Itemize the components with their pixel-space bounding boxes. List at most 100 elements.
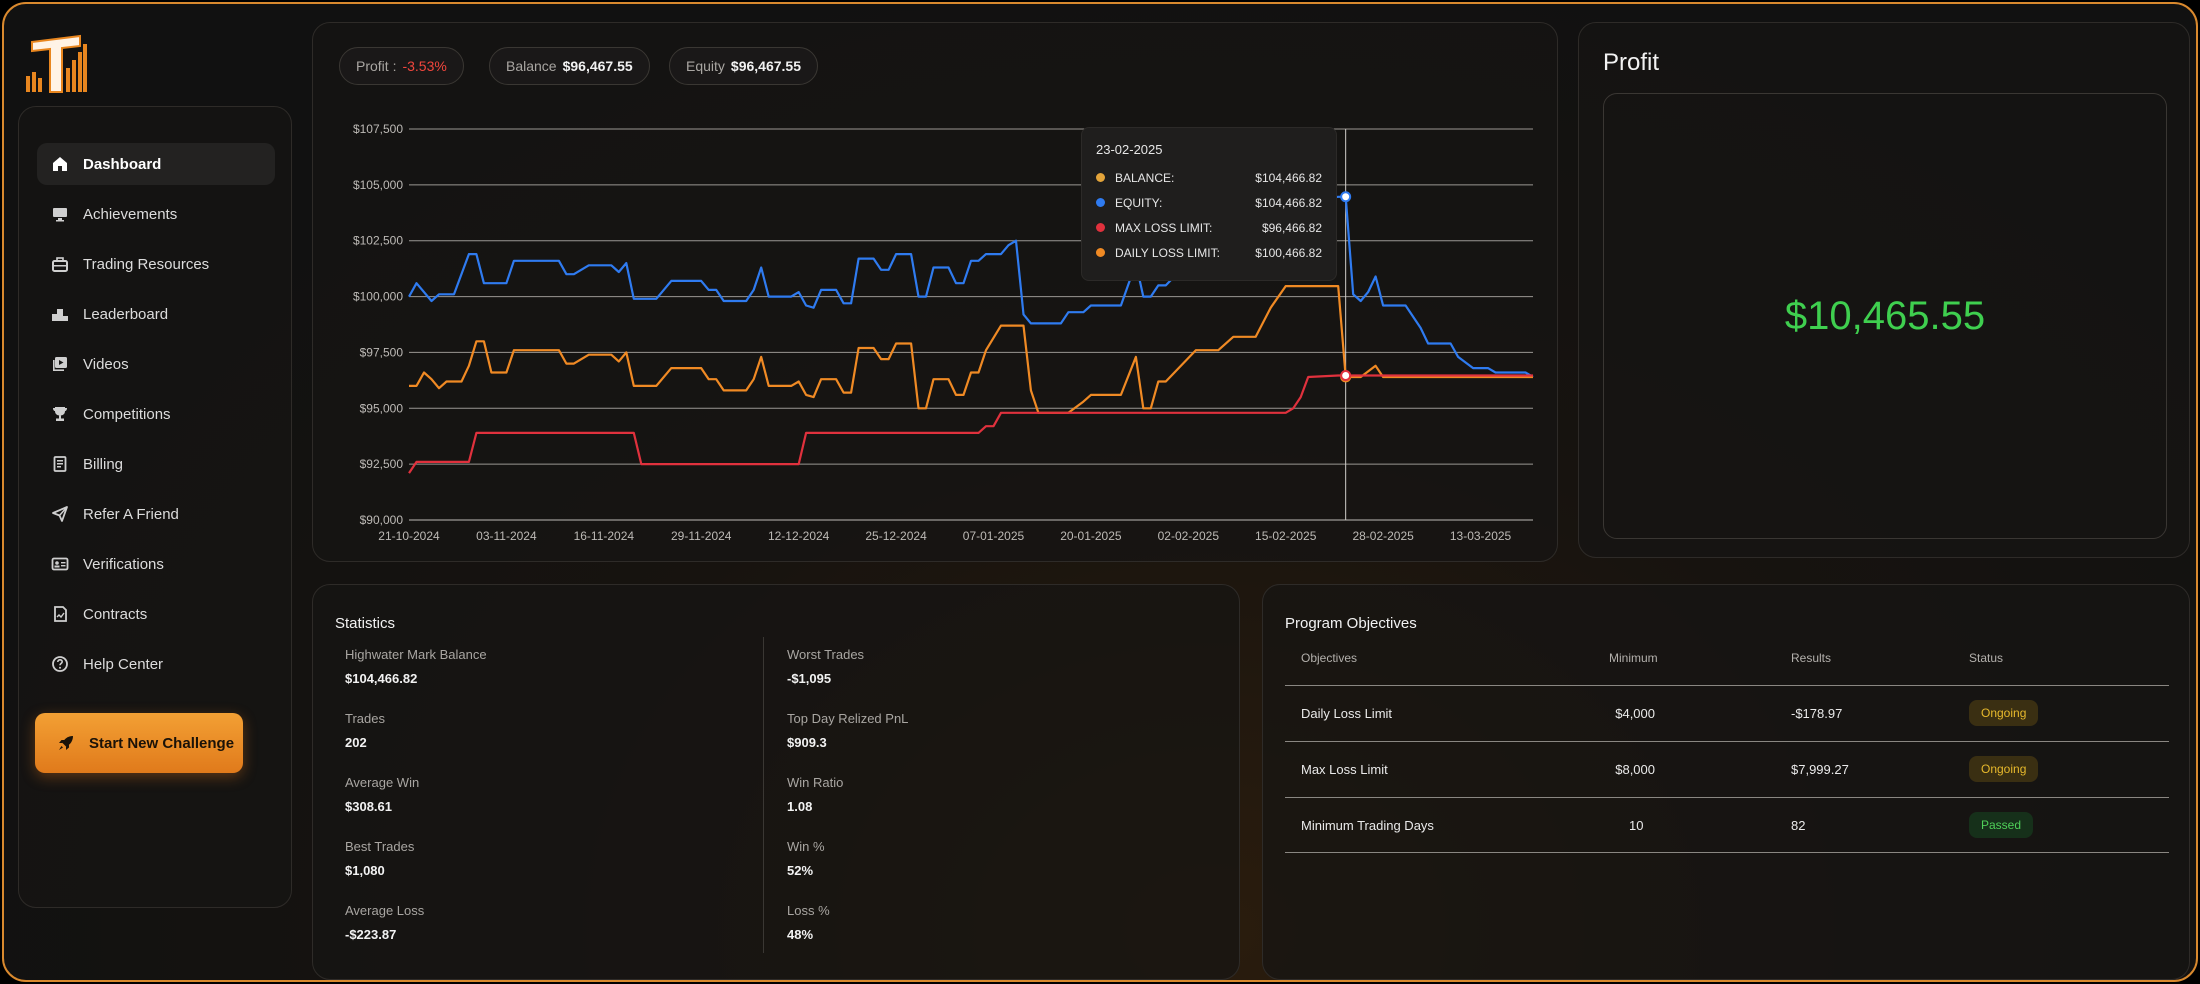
sidebar-item-label: Competitions bbox=[83, 405, 171, 423]
sidebar-item-help-center[interactable]: Help Center bbox=[37, 643, 275, 685]
sidebar-item-label: Leaderboard bbox=[83, 305, 169, 323]
table-row: Minimum Trading Days 10 82 Passed bbox=[1285, 797, 2169, 853]
table-row: Daily Loss Limit $4,000 -$178.97 Ongoing bbox=[1285, 685, 2169, 741]
y-tick-label: $102,500 bbox=[353, 234, 403, 248]
sidebar-item-videos[interactable]: Videos bbox=[37, 343, 275, 385]
y-tick-label: $107,500 bbox=[353, 122, 403, 136]
objective-minimum: $8,000 bbox=[1615, 762, 1655, 777]
stat-top-day-pnl: Top Day Relized PnL $909.3 bbox=[787, 711, 908, 750]
sidebar-item-refer-a-friend[interactable]: Refer A Friend bbox=[37, 493, 275, 535]
help-icon bbox=[52, 656, 68, 672]
stat-label: Average Win bbox=[345, 775, 420, 790]
status-badge: Passed bbox=[1969, 812, 2034, 838]
balance-pill-label: Balance bbox=[506, 58, 557, 74]
stat-value: -$1,095 bbox=[787, 671, 832, 686]
sidebar: Dashboard Achievements Trading Resources… bbox=[18, 106, 292, 908]
objectives-header-minimum: Minimum bbox=[1609, 651, 1658, 665]
sidebar-item-achievements[interactable]: Achievements bbox=[37, 193, 275, 235]
stat-highwater-mark: Highwater Mark Balance $104,466.82 bbox=[345, 647, 487, 686]
monitor-icon bbox=[53, 208, 67, 222]
tooltip-row-max-loss: MAX LOSS LIMIT: $96,466.82 bbox=[1096, 215, 1322, 240]
sidebar-item-label: Videos bbox=[83, 355, 129, 373]
x-tick-label: 15-02-2025 bbox=[1255, 529, 1317, 543]
tooltip-row-daily-loss: DAILY LOSS LIMIT: $100,466.82 bbox=[1096, 240, 1322, 265]
objective-name: Minimum Trading Days bbox=[1301, 818, 1434, 833]
stat-value: 52% bbox=[787, 863, 814, 878]
objective-result: -$178.97 bbox=[1791, 706, 1843, 721]
sidebar-item-label: Achievements bbox=[83, 205, 178, 223]
stat-value: 202 bbox=[345, 735, 367, 750]
balance-chart-card: $90,000 $92,500 $95,000 $97,500 $100,000 $102… bbox=[312, 22, 1558, 562]
stat-value: $308.61 bbox=[345, 799, 392, 814]
stat-label: Trades bbox=[345, 711, 385, 726]
send-icon bbox=[52, 506, 68, 522]
max-loss-dot bbox=[1096, 223, 1105, 232]
balance-pill-value: $96,467.55 bbox=[562, 58, 633, 74]
status-badge: Ongoing bbox=[1969, 756, 2039, 782]
tooltip-row-equity: EQUITY: $104,466.82 bbox=[1096, 190, 1322, 215]
stat-average-win: Average Win $308.61 bbox=[345, 775, 419, 814]
cta-label: Start New Challenge bbox=[89, 734, 235, 752]
sidebar-item-dashboard[interactable]: Dashboard bbox=[37, 143, 275, 185]
briefcase-icon bbox=[52, 257, 68, 272]
statistics-card: Statistics Highwater Mark Balance $104,4… bbox=[312, 584, 1240, 980]
stat-label: Best Trades bbox=[345, 839, 415, 854]
home-icon bbox=[53, 157, 67, 171]
equity-pill-label: Equity bbox=[686, 58, 725, 74]
objectives-header-results: Results bbox=[1791, 651, 1832, 665]
objective-name: Max Loss Limit bbox=[1301, 762, 1388, 777]
sidebar-item-label: Verifications bbox=[83, 555, 164, 573]
tooltip-value: $104,466.82 bbox=[1255, 170, 1322, 185]
x-tick-label: 20-01-2025 bbox=[1060, 529, 1122, 543]
stat-label: Win % bbox=[787, 839, 825, 854]
sidebar-item-contracts[interactable]: Contracts bbox=[37, 593, 275, 635]
stat-average-loss: Average Loss -$223.87 bbox=[345, 903, 424, 942]
program-objectives-card: Program Objectives Objectives Minimum Re… bbox=[1262, 584, 2190, 980]
x-tick-label: 07-01-2025 bbox=[963, 529, 1025, 543]
tooltip-label: DAILY LOSS LIMIT: bbox=[1115, 245, 1220, 260]
sidebar-item-trading-resources[interactable]: Trading Resources bbox=[37, 243, 275, 285]
sidebar-item-label: Dashboard bbox=[83, 155, 162, 173]
id-card-icon bbox=[51, 557, 69, 571]
profit-pill-value: -3.53% bbox=[402, 58, 447, 74]
y-tick-label: $105,000 bbox=[353, 178, 403, 192]
stat-label: Worst Trades bbox=[787, 647, 865, 662]
trophy-icon bbox=[53, 407, 67, 421]
sidebar-item-billing[interactable]: Billing bbox=[37, 443, 275, 485]
sidebar-item-label: Billing bbox=[83, 455, 124, 473]
trading-logo[interactable] bbox=[24, 32, 88, 94]
stat-value: $104,466.82 bbox=[345, 671, 418, 686]
stat-value: -$223.87 bbox=[345, 927, 397, 942]
y-tick-label: $97,500 bbox=[360, 345, 404, 359]
sidebar-item-competitions[interactable]: Competitions bbox=[37, 393, 275, 435]
start-new-challenge-button[interactable]: Start New Challenge bbox=[35, 713, 243, 773]
profit-pill: Profit : -3.53% bbox=[339, 47, 464, 85]
y-tick-label: $92,500 bbox=[360, 457, 404, 471]
stat-value: $1,080 bbox=[345, 863, 385, 878]
podium-icon bbox=[52, 309, 68, 321]
profit-card-title: Profit bbox=[1603, 49, 1660, 76]
stat-label: Loss % bbox=[787, 903, 830, 918]
status-badge: Ongoing bbox=[1969, 700, 2039, 726]
daily-loss-dot bbox=[1096, 248, 1105, 257]
sidebar-item-label: Contracts bbox=[83, 605, 148, 623]
tooltip-label: MAX LOSS LIMIT: bbox=[1115, 220, 1213, 235]
chart-tooltip: 23-02-2025 BALANCE: $104,466.82 EQUITY: … bbox=[1081, 127, 1337, 281]
balance-dot bbox=[1096, 173, 1105, 182]
balance-equity-chart[interactable]: $90,000 $92,500 $95,000 $97,500 $100,000 $102… bbox=[313, 23, 1559, 563]
tooltip-value: $96,466.82 bbox=[1261, 220, 1322, 235]
equity-pill-value: $96,467.55 bbox=[730, 58, 801, 74]
equity-dot bbox=[1096, 198, 1105, 207]
profit-value: $10,465.55 bbox=[1784, 293, 1986, 338]
objective-minimum: 10 bbox=[1629, 818, 1644, 833]
rocket-icon bbox=[59, 736, 73, 750]
y-tick-label: $100,000 bbox=[353, 290, 403, 304]
sidebar-item-leaderboard[interactable]: Leaderboard bbox=[37, 293, 275, 335]
objectives-header-status: Status bbox=[1969, 651, 2004, 665]
sidebar-item-verifications[interactable]: Verifications bbox=[37, 543, 275, 585]
stat-label: Top Day Relized PnL bbox=[787, 711, 909, 726]
stat-label: Highwater Mark Balance bbox=[345, 647, 487, 662]
stat-loss-percent: Loss % 48% bbox=[787, 903, 830, 942]
stat-label: Win Ratio bbox=[787, 775, 844, 790]
series-line-maxloss bbox=[408, 374, 1533, 474]
